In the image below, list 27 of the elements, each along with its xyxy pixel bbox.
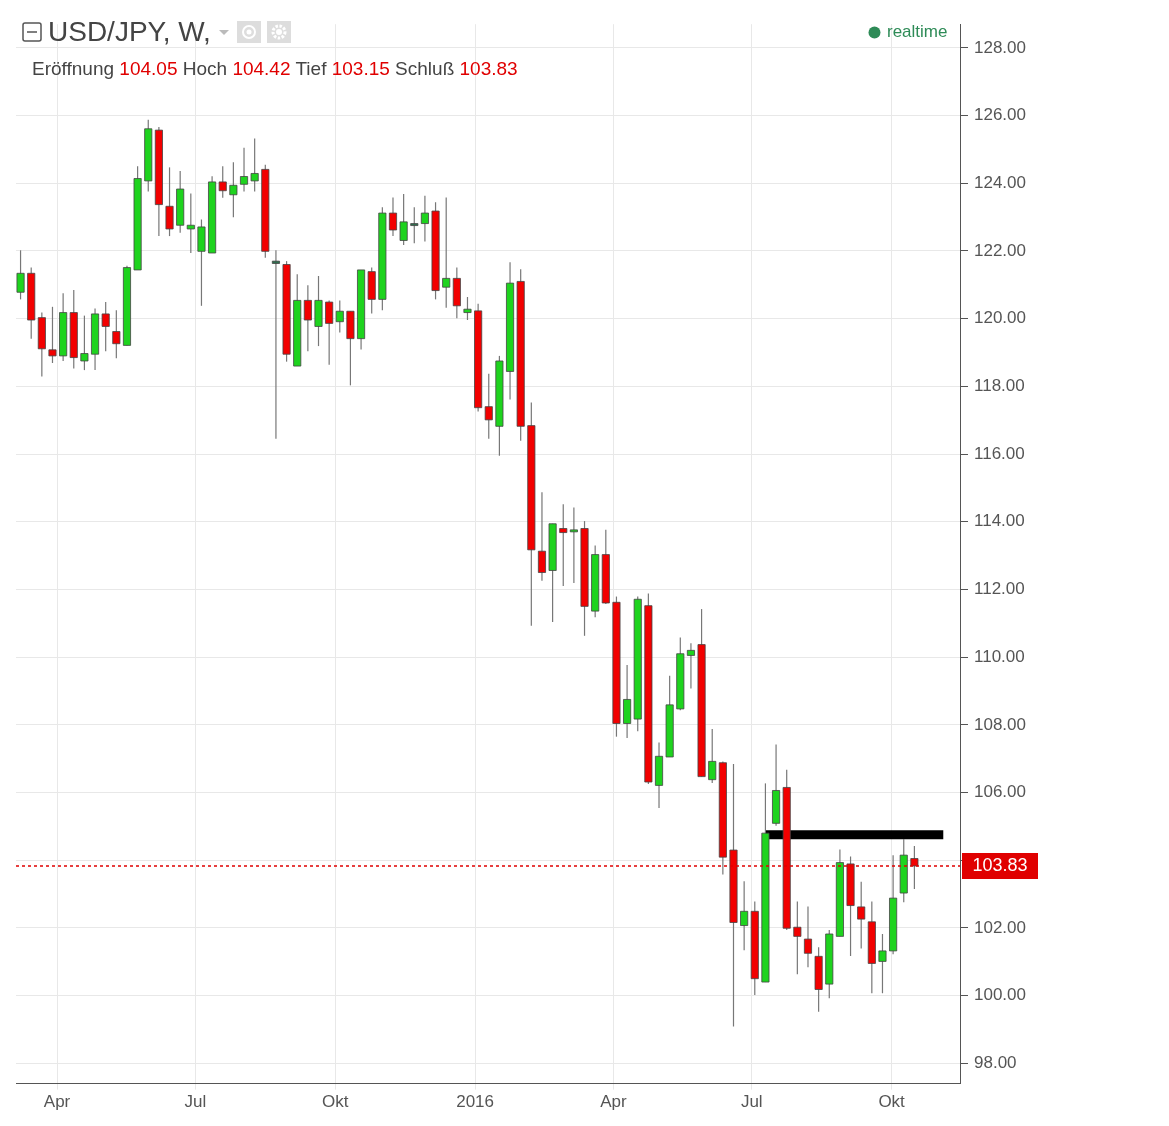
x-tick-label: Okt	[878, 1092, 906, 1112]
x-tick-label: Jul	[184, 1092, 207, 1112]
y-tick-label: 122.00	[974, 240, 1026, 260]
candlestick	[878, 933, 887, 994]
annotation: realtime	[887, 22, 948, 42]
y-tick-label: 100.00	[974, 985, 1026, 1005]
ref-line-label: 103.83	[972, 854, 1028, 875]
chart-title: USD/JPY, W,	[48, 16, 211, 48]
y-tick-label: 114.00	[974, 511, 1025, 531]
x-tick-label: Okt	[322, 1092, 349, 1112]
y-tick-label: 102.00	[974, 917, 1026, 937]
y-tick-label: 128.00	[974, 37, 1026, 57]
y-tick-label: 98.00	[974, 1052, 1017, 1072]
x-tick-label: Apr	[600, 1092, 627, 1112]
x-tick-label: 2016	[456, 1092, 494, 1112]
y-tick-label: 124.00	[974, 172, 1026, 192]
y-tick-label: 116.00	[974, 443, 1025, 463]
y-tick-label: 108.00	[974, 714, 1026, 734]
y-tick-label: 126.00	[974, 105, 1026, 125]
y-tick-label: 118.00	[974, 376, 1025, 396]
y-tick-label: 120.00	[974, 308, 1026, 328]
x-tick-label: Jul	[740, 1092, 763, 1112]
x-tick-label: Apr	[43, 1092, 71, 1112]
text: Eröffnung 104.05 Hoch 104.42 Tief 103.15 Schluß 103.83	[32, 58, 518, 79]
y-tick-label: 106.00	[974, 782, 1026, 802]
y-tick-label: 112.00	[974, 579, 1025, 599]
y-tick-label: 110.00	[974, 646, 1025, 666]
